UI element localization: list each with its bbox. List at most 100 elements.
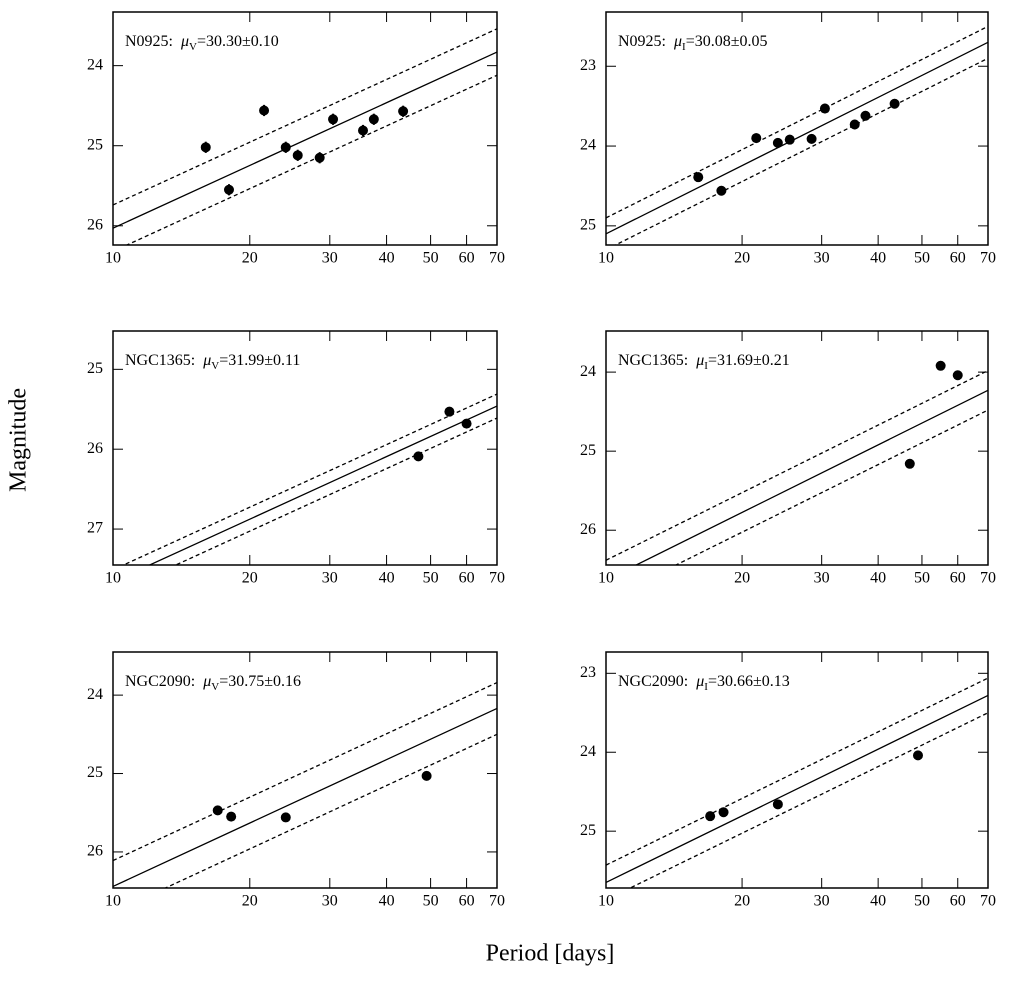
y-axis-label: Magnitude <box>6 388 32 492</box>
panel: 10 20 30 40 50 60 70 23 24 25 N0925: μI=30.08±0.05 <box>580 11 996 267</box>
panel-label: N0925: μI=30.08±0.05 <box>618 33 768 53</box>
point <box>413 451 424 462</box>
x-tick-label: 10 <box>598 250 614 267</box>
lines <box>113 28 497 245</box>
panel-label: N0925: μV=30.30±0.10 <box>125 33 279 53</box>
frame <box>112 651 498 889</box>
y-tick-label: 23 <box>580 664 596 681</box>
label-name: NGC2090: <box>125 673 195 690</box>
point <box>904 458 915 469</box>
y-tick-label: 24 <box>87 56 103 73</box>
point <box>935 360 946 371</box>
label-name: N0925: <box>125 33 173 50</box>
x-tick-label: 70 <box>489 893 505 910</box>
point <box>314 152 325 163</box>
point <box>280 142 291 153</box>
x-tick-label: 30 <box>814 250 830 267</box>
label-band: I <box>704 681 708 693</box>
label-name: NGC1365: <box>125 352 195 369</box>
label-value: =30.08±0.05 <box>686 33 768 50</box>
point <box>912 750 923 761</box>
y-tick-label: 25 <box>87 136 103 153</box>
lines <box>606 369 988 565</box>
point <box>421 770 432 781</box>
label-value: =30.66±0.13 <box>708 673 790 690</box>
label-symbol: μ <box>695 673 704 690</box>
point <box>226 811 237 822</box>
label-symbol: μ <box>202 352 211 369</box>
point <box>398 106 409 117</box>
lines <box>121 393 497 565</box>
y-tick-label: 24 <box>87 686 103 703</box>
x-tick-label: 60 <box>950 250 966 267</box>
frame <box>605 330 989 566</box>
lower-line <box>174 417 497 565</box>
frame <box>605 651 989 889</box>
x-tick-label: 20 <box>242 893 258 910</box>
upper-line <box>606 25 988 219</box>
label-band: V <box>211 360 219 372</box>
x-tick-label: 60 <box>950 570 966 587</box>
x-tick-label: 50 <box>423 250 439 267</box>
point <box>461 418 472 429</box>
x-tick-label: 30 <box>322 570 338 587</box>
y-tick-label: 26 <box>87 440 103 457</box>
panel-label: NGC2090: μV=30.75±0.16 <box>125 673 301 693</box>
label-band: I <box>704 360 708 372</box>
label-value: =31.69±0.21 <box>708 352 790 369</box>
y-tick-label: 24 <box>580 137 596 154</box>
x-tick-label: 50 <box>423 570 439 587</box>
x-tick-label: 40 <box>379 250 395 267</box>
x-tick-label: 10 <box>105 893 121 910</box>
point <box>819 103 830 114</box>
y-tick-label: 25 <box>580 822 596 839</box>
fit-line <box>634 389 988 565</box>
panel-label: NGC1365: μI=31.69±0.21 <box>618 352 790 372</box>
label-name: N0925: <box>618 33 666 50</box>
point <box>718 807 729 818</box>
panel-label: NGC2090: μI=30.66±0.13 <box>618 673 790 693</box>
x-tick-label: 10 <box>598 893 614 910</box>
point <box>889 98 900 109</box>
label-symbol: μ <box>695 352 704 369</box>
point <box>200 142 211 153</box>
lower-line <box>614 57 988 245</box>
y-tick-label: 24 <box>580 743 596 760</box>
y-tick-label: 25 <box>87 764 103 781</box>
label-band: V <box>211 681 219 693</box>
label-value: =30.75±0.16 <box>219 673 301 690</box>
point <box>368 114 379 125</box>
label-band: V <box>189 41 197 53</box>
label-symbol: μ <box>202 673 211 690</box>
y-tick-label: 25 <box>580 217 596 234</box>
fit-line <box>606 694 988 884</box>
x-tick-label: 50 <box>914 250 930 267</box>
lower-line <box>628 712 988 888</box>
x-tick-label: 70 <box>489 570 505 587</box>
point <box>358 125 369 136</box>
x-tick-label: 50 <box>914 570 930 587</box>
lines <box>113 681 497 888</box>
point <box>860 110 871 121</box>
label-symbol: μ <box>673 33 682 50</box>
y-tick-label: 23 <box>580 57 596 74</box>
x-tick-label: 60 <box>950 893 966 910</box>
x-tick-label: 70 <box>980 250 996 267</box>
x-tick-label: 20 <box>734 250 750 267</box>
x-tick-label: 30 <box>322 893 338 910</box>
y-tick-label: 24 <box>580 363 596 380</box>
label-name: NGC2090: <box>618 673 688 690</box>
x-tick-label: 40 <box>870 893 886 910</box>
x-tick-label: 30 <box>814 570 830 587</box>
y-tick-label: 26 <box>580 521 596 538</box>
panel-label: NGC1365: μV=31.99±0.11 <box>125 352 300 372</box>
x-tick-label: 50 <box>423 893 439 910</box>
x-tick-label: 40 <box>870 570 886 587</box>
point <box>751 133 762 144</box>
fit-line <box>148 405 497 565</box>
x-tick-label: 20 <box>734 893 750 910</box>
x-tick-label: 20 <box>734 570 750 587</box>
point <box>849 119 860 130</box>
lower-line <box>674 409 988 565</box>
